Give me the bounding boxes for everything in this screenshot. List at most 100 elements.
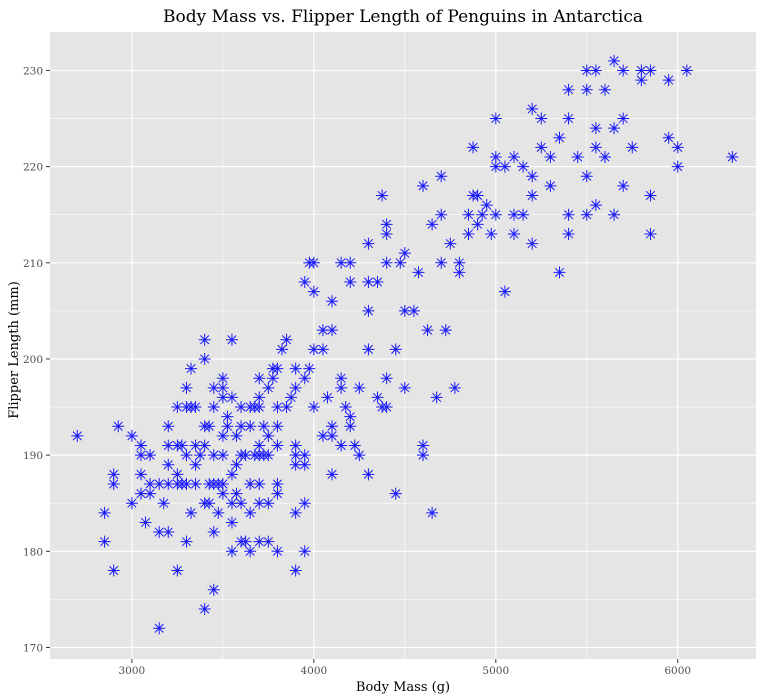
data-point [335,256,348,269]
data-point [362,304,375,317]
data-point [417,179,430,192]
data-point [339,401,352,414]
data-point [444,237,457,250]
data-point [407,304,420,317]
data-point [439,324,452,337]
x-tick-label: 5000 [482,665,509,677]
y-tick-label: 220 [23,162,43,174]
data-point [157,497,170,510]
y-axis-title: Flipper Length (mm) [7,281,22,419]
data-point [198,602,211,615]
data-point [589,64,602,77]
data-point [380,218,393,231]
data-points [71,54,739,635]
data-point [134,468,147,481]
data-point [207,583,220,596]
data-point [316,343,329,356]
data-point [462,208,475,221]
data-point [212,506,225,519]
data-point [230,429,243,442]
data-point [253,535,266,548]
data-point [489,160,502,173]
data-point [189,477,202,490]
data-point [235,497,248,510]
data-point [635,64,648,77]
data-point [307,256,320,269]
data-point [253,439,266,452]
data-point [417,439,430,452]
data-point [580,208,593,221]
data-point [194,449,207,462]
data-point [507,227,520,240]
data-point [239,449,252,462]
data-point [598,83,611,96]
data-point [230,487,243,500]
data-point [162,458,175,471]
data-point [608,122,621,135]
data-point [307,285,320,298]
data-point [680,64,693,77]
data-point [216,477,229,490]
data-point [134,449,147,462]
data-point [662,74,675,87]
data-point [380,372,393,385]
data-point [225,516,238,529]
data-point [144,477,157,490]
data-point [289,564,302,577]
data-point [598,151,611,164]
data-point [462,227,475,240]
data-point [553,266,566,279]
data-point [316,429,329,442]
data-point [417,449,430,462]
data-point [589,122,602,135]
data-point [344,410,357,423]
data-point [271,420,284,433]
data-point [280,401,293,414]
data-point [253,391,266,404]
data-point [153,622,166,635]
data-point [239,535,252,548]
data-point [225,333,238,346]
data-point [262,449,275,462]
data-point [344,256,357,269]
data-point [394,256,407,269]
data-point [489,151,502,164]
data-point [253,477,266,490]
data-point [389,343,402,356]
data-point [526,102,539,115]
data-point [144,487,157,500]
data-point [326,468,339,481]
data-point [262,535,275,548]
data-point [216,391,229,404]
data-point [244,477,257,490]
data-point [271,401,284,414]
data-point [175,439,188,452]
data-point [535,112,548,125]
data-point [376,189,389,202]
data-point [271,545,284,558]
data-point [726,151,739,164]
data-point [435,256,448,269]
data-point [671,141,684,154]
data-point [671,160,684,173]
data-point [562,112,575,125]
data-point [289,362,302,375]
data-point [275,343,288,356]
data-point [662,131,675,144]
data-point [262,497,275,510]
data-point [298,497,311,510]
data-point [271,439,284,452]
data-point [430,391,443,404]
data-point [171,468,184,481]
data-point [335,372,348,385]
plot-panel [50,32,756,659]
data-point [216,449,229,462]
data-point [526,189,539,202]
data-point [562,83,575,96]
data-point [553,131,566,144]
data-point [107,564,120,577]
data-point [644,189,657,202]
data-point [180,477,193,490]
data-point [266,372,279,385]
data-point [107,477,120,490]
